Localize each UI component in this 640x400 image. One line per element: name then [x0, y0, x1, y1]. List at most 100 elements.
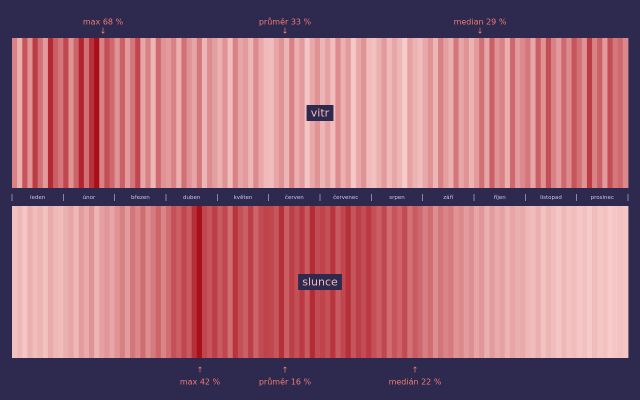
stripe	[391, 38, 398, 188]
stripe	[422, 38, 429, 188]
stripe	[566, 206, 572, 358]
stripe	[453, 206, 459, 358]
stripe	[371, 38, 377, 188]
stripe	[422, 206, 429, 358]
stripe	[284, 206, 290, 358]
stripe	[607, 38, 613, 188]
stripe	[561, 206, 567, 358]
stripe	[53, 38, 59, 188]
stripe	[509, 206, 516, 358]
stripe	[586, 38, 593, 188]
stripe	[114, 206, 121, 358]
stripe	[576, 38, 583, 188]
stripe	[376, 38, 382, 188]
stripe	[366, 206, 372, 358]
stripe	[104, 206, 110, 358]
stripe	[381, 38, 388, 188]
stripe	[340, 206, 347, 358]
stripe	[232, 38, 239, 188]
annotation: medián 22 %	[389, 378, 442, 387]
stripe	[402, 206, 408, 358]
stripe	[597, 206, 603, 358]
stripe	[350, 38, 357, 188]
stripe	[407, 38, 413, 188]
stripe	[222, 206, 228, 358]
stripe	[484, 206, 490, 358]
stripe	[99, 206, 105, 358]
stripe	[530, 38, 536, 188]
stripe	[350, 206, 357, 358]
stripe	[73, 38, 80, 188]
stripe	[248, 38, 254, 188]
stripe	[391, 206, 398, 358]
stripe	[294, 38, 300, 188]
stripe	[191, 38, 198, 188]
stripe	[119, 38, 126, 188]
annotation: median 29 %	[454, 18, 507, 27]
stripe	[53, 206, 59, 358]
stripe	[463, 206, 470, 358]
stripe	[458, 206, 465, 358]
stripe	[47, 206, 54, 358]
stripe	[530, 206, 536, 358]
stripe	[386, 206, 393, 358]
stripe	[248, 206, 254, 358]
stripe	[407, 206, 413, 358]
month-label: březen	[131, 194, 150, 201]
stripe	[412, 206, 418, 358]
stripe	[227, 38, 234, 188]
stripe	[468, 206, 475, 358]
title-box	[306, 105, 334, 121]
annotation: max 68 %	[83, 18, 124, 27]
stripe	[463, 38, 470, 188]
stripe	[253, 38, 259, 188]
stripe	[397, 206, 403, 358]
stripe	[617, 206, 624, 358]
stripe	[448, 38, 454, 188]
stripe	[489, 206, 495, 358]
stripe	[355, 38, 362, 188]
month-label: srpen	[389, 195, 405, 201]
stripe	[186, 206, 193, 358]
stripe	[535, 38, 542, 188]
stripe	[217, 38, 223, 188]
stripe	[268, 206, 275, 358]
stripe	[335, 38, 341, 188]
stripe	[494, 38, 501, 188]
stripe	[340, 38, 347, 188]
stripe	[592, 38, 598, 188]
month-label: červen	[285, 194, 304, 201]
stripe	[196, 38, 203, 188]
stripe	[155, 206, 162, 358]
month-label: září	[443, 194, 454, 201]
stripe	[545, 38, 552, 188]
stripe	[515, 38, 521, 188]
stripe	[427, 206, 434, 358]
stripe	[417, 206, 424, 358]
annotation-arrow: ↓	[477, 27, 484, 36]
stripe	[581, 38, 588, 188]
stripe	[166, 206, 172, 358]
stripe	[417, 38, 424, 188]
stripe	[58, 38, 64, 188]
annotation: průměr 33 %	[259, 17, 312, 27]
annotation-arrow: ↑	[197, 366, 204, 375]
stripe	[602, 38, 608, 188]
stripe	[181, 38, 187, 188]
month-label: únor	[83, 194, 96, 201]
stripe	[489, 38, 495, 188]
stripe	[130, 38, 136, 188]
stripe	[145, 206, 151, 358]
stripe	[99, 38, 105, 188]
stripe	[438, 38, 444, 188]
stripe	[520, 206, 526, 358]
stripe	[17, 206, 23, 358]
stripe	[612, 38, 619, 188]
stripe	[207, 38, 213, 188]
stripe	[571, 206, 578, 358]
stripe	[58, 206, 64, 358]
stripe	[181, 206, 187, 358]
stripe	[12, 206, 18, 358]
